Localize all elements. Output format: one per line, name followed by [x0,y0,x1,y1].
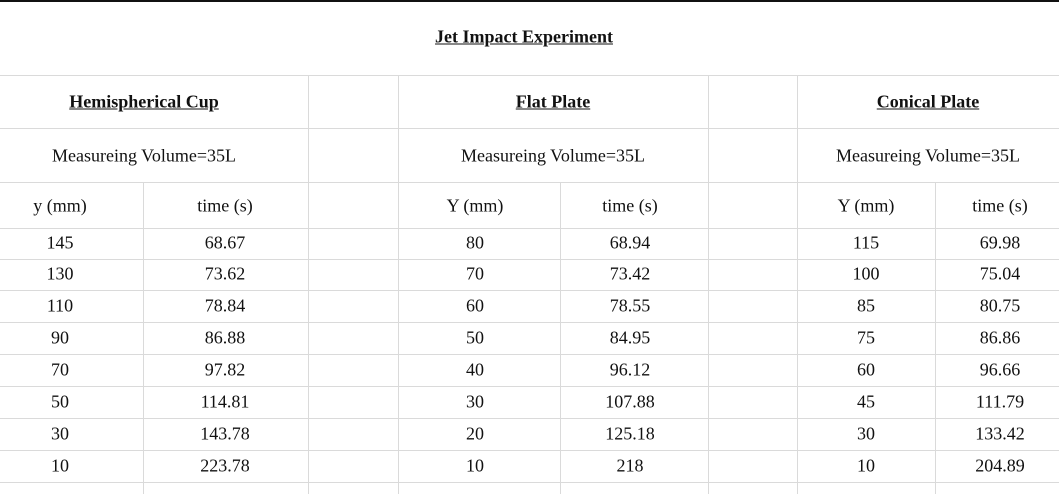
table-cell: 80.75 [979,295,1021,316]
grid-line [143,182,144,494]
grid-line [0,354,1059,355]
column-header: time (s) [602,195,658,216]
column-header: Y (mm) [446,195,504,216]
column-header: Y (mm) [837,195,895,216]
table-cell: 78.84 [204,295,246,316]
grid-line [797,75,798,494]
grid-line [308,75,309,494]
volume-label: Measureing Volume=35L [836,145,1020,166]
grid-line [0,128,1059,129]
volume-label: Measureing Volume=35L [461,145,645,166]
table-cell: 96.66 [979,359,1021,380]
table-cell: 218 [616,455,644,476]
table-cell: 30 [466,391,484,412]
column-header: y (mm) [33,195,87,216]
table-cell: 10 [51,455,69,476]
column-header: time (s) [197,195,253,216]
table-cell: 107.88 [605,391,655,412]
top-border [0,0,1059,2]
grid-line [560,182,561,494]
table-cell: 70 [466,263,484,284]
table-cell: 20 [466,423,484,444]
table-cell: 75 [857,327,875,348]
table-cell: 90 [51,327,69,348]
table-cell: 223.78 [200,455,250,476]
table-cell: 45 [857,391,875,412]
table-cell: 84.95 [609,327,651,348]
table-cell: 69.98 [979,232,1021,253]
table-cell: 60 [466,295,484,316]
table-cell: 30 [857,423,875,444]
table-cell: 86.86 [979,327,1021,348]
table-cell: 111.79 [975,391,1025,412]
grid-line [0,75,1059,76]
table-cell: 73.62 [204,263,246,284]
table-cell: 130 [46,263,74,284]
table-cell: 68.94 [609,232,651,253]
table-cell: 114.81 [200,391,250,412]
table-cell: 68.67 [204,232,246,253]
table-cell: 85 [857,295,875,316]
grid-line [0,386,1059,387]
table-cell: 50 [51,391,69,412]
table-cell: 50 [466,327,484,348]
table-cell: 125.18 [605,423,655,444]
table-cell: 10 [466,455,484,476]
grid-line [935,182,936,494]
grid-line [0,228,1059,229]
grid-line [0,482,1059,483]
table-cell: 96.12 [609,359,651,380]
grid-line [0,182,1059,183]
table-cell: 100 [852,263,880,284]
grid-line [0,418,1059,419]
table-cell: 145 [46,232,74,253]
table-cell: 204.89 [975,455,1025,476]
table-cell: 70 [51,359,69,380]
table-cell: 30 [51,423,69,444]
table-cell: 78.55 [609,295,651,316]
table-title: Jet Impact Experiment [435,26,613,47]
grid-line [0,290,1059,291]
grid-line [708,75,709,494]
column-header: time (s) [972,195,1028,216]
section-title: Flat Plate [515,91,591,112]
table-cell: 73.42 [609,263,651,284]
table-cell: 75.04 [979,263,1021,284]
volume-label: Measureing Volume=35L [52,145,236,166]
grid-line [0,322,1059,323]
table-cell: 110 [46,295,74,316]
table-cell: 40 [466,359,484,380]
grid-line [0,259,1059,260]
table-cell: 133.42 [975,423,1025,444]
table-cell: 115 [852,232,880,253]
grid-line [0,450,1059,451]
table-cell: 86.88 [204,327,246,348]
table-cell: 60 [857,359,875,380]
table-cell: 10 [857,455,875,476]
grid-line [398,75,399,494]
table-cell: 143.78 [200,423,250,444]
table-cell: 80 [466,232,484,253]
section-title: Conical Plate [876,91,980,112]
section-title: Hemispherical Cup [69,91,219,112]
table-cell: 97.82 [204,359,246,380]
